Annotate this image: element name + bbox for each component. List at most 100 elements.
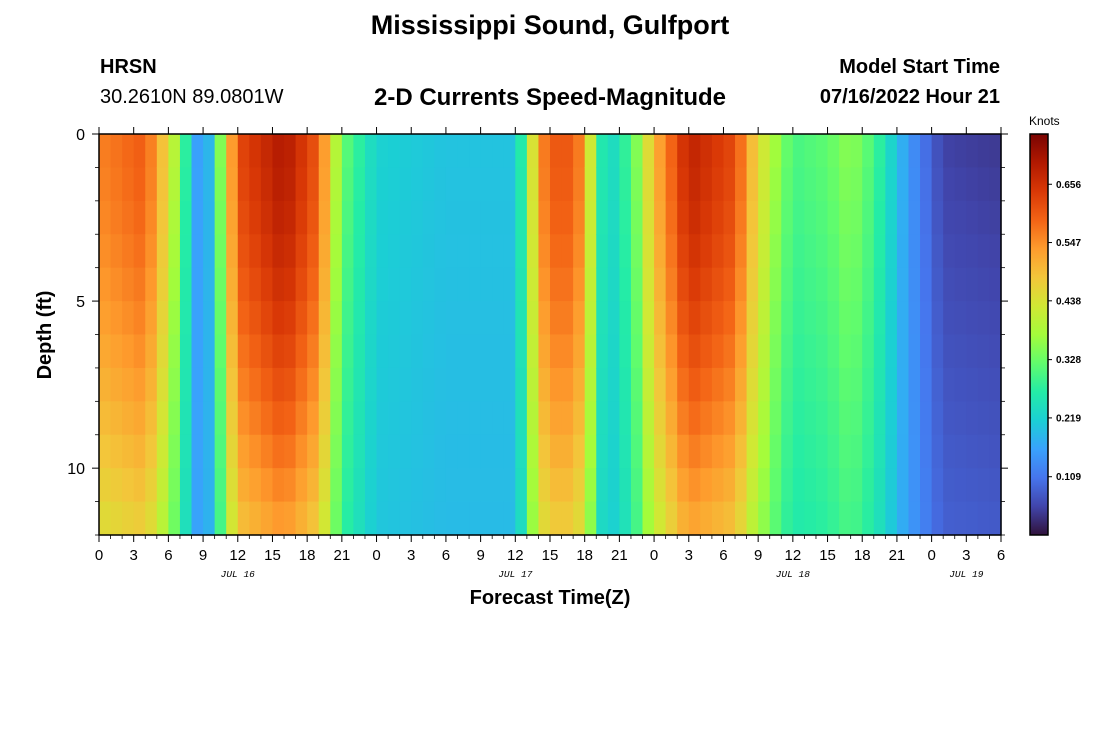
heatmap-cell xyxy=(503,334,516,369)
heatmap-cell xyxy=(122,267,135,302)
heatmap-cell xyxy=(607,334,620,369)
heatmap-cell xyxy=(480,434,493,469)
heatmap-cell xyxy=(954,468,967,503)
heatmap-cell xyxy=(550,334,563,369)
heatmap-cell xyxy=(619,334,632,369)
heatmap-cell xyxy=(550,200,563,235)
heatmap-cell xyxy=(469,468,482,503)
heatmap-cell xyxy=(515,401,528,436)
heatmap-cell xyxy=(353,234,366,269)
heatmap-cell xyxy=(515,267,528,302)
heatmap-cell xyxy=(665,234,678,269)
heatmap-cell xyxy=(284,167,297,202)
heatmap-cell xyxy=(769,334,782,369)
heatmap-cell xyxy=(596,167,609,202)
heatmap-cell xyxy=(943,468,956,503)
heatmap-cell xyxy=(885,234,898,269)
heatmap-cell xyxy=(873,468,886,503)
heatmap-cell xyxy=(260,200,274,235)
heatmap-cell xyxy=(330,434,343,469)
heatmap-cell xyxy=(781,267,794,302)
heatmap-cell xyxy=(896,200,910,235)
heatmap-cell xyxy=(862,167,875,202)
heatmap-cell xyxy=(353,200,366,235)
heatmap-cell xyxy=(122,468,135,503)
heatmap-cell xyxy=(677,501,690,536)
heatmap-cell xyxy=(526,501,540,536)
heatmap-cell xyxy=(480,468,493,503)
heatmap-cell xyxy=(191,234,204,269)
heatmap-cell xyxy=(388,334,401,369)
heatmap-cell xyxy=(480,501,493,536)
heatmap-cell xyxy=(526,401,540,436)
heatmap-cell xyxy=(538,501,551,536)
heatmap-cell xyxy=(457,301,470,336)
heatmap-cell xyxy=(226,367,239,402)
heatmap-cell xyxy=(226,434,239,469)
heatmap-cell xyxy=(341,234,355,269)
heatmap-cell xyxy=(318,401,331,436)
heatmap-cell xyxy=(457,501,470,536)
heatmap-cell xyxy=(503,434,516,469)
heatmap-cell xyxy=(746,267,759,302)
heatmap-cell xyxy=(492,367,505,402)
heatmap-cell xyxy=(885,334,898,369)
heatmap-cell xyxy=(700,234,713,269)
heatmap-cell xyxy=(688,267,701,302)
heatmap-cell xyxy=(607,200,620,235)
date-label: JUL 16 xyxy=(221,569,256,580)
heatmap-cell xyxy=(746,234,759,269)
heatmap-cell xyxy=(445,334,459,369)
heatmap-cell xyxy=(399,267,412,302)
heatmap-cell xyxy=(122,434,135,469)
heatmap-cell xyxy=(908,468,921,503)
heatmap-cell xyxy=(850,301,863,336)
heatmap-cell xyxy=(943,334,956,369)
heatmap-cell xyxy=(677,434,690,469)
heatmap-cell xyxy=(434,134,447,169)
heatmap-cell xyxy=(515,501,528,536)
model-start-label: Model Start Time xyxy=(839,56,1000,78)
x-tick-label: 21 xyxy=(334,547,351,564)
heatmap-cell xyxy=(654,334,667,369)
heatmap-cell xyxy=(179,200,193,235)
colorbar-tick-label: 0.109 xyxy=(1056,472,1081,483)
heatmap-cell xyxy=(596,134,609,169)
heatmap-cell xyxy=(503,267,516,302)
heatmap-cell xyxy=(295,200,308,235)
heatmap-cell xyxy=(700,501,713,536)
heatmap-cell xyxy=(492,301,505,336)
heatmap-cell xyxy=(179,301,193,336)
heatmap-cell xyxy=(457,367,470,402)
heatmap-cell xyxy=(179,134,193,169)
heatmap-cell xyxy=(607,501,620,536)
heatmap-cell xyxy=(550,367,563,402)
heatmap-cell xyxy=(330,234,343,269)
heatmap-cell xyxy=(954,267,967,302)
heatmap-cell xyxy=(122,134,135,169)
heatmap-cell xyxy=(827,301,840,336)
heatmap-cell xyxy=(665,367,678,402)
heatmap-cell xyxy=(989,234,1002,269)
heatmap-cell xyxy=(735,434,748,469)
heatmap-cell xyxy=(538,367,551,402)
heatmap-cell xyxy=(411,334,424,369)
heatmap-cell xyxy=(318,167,331,202)
heatmap-cell xyxy=(480,334,493,369)
heatmap-cell xyxy=(179,434,193,469)
heatmap-cell xyxy=(804,501,817,536)
heatmap-cell xyxy=(214,434,227,469)
heatmap-cell xyxy=(422,434,435,469)
heatmap-cell xyxy=(654,167,667,202)
heatmap-cell xyxy=(989,367,1002,402)
heatmap-cell xyxy=(214,367,227,402)
heatmap-cell xyxy=(573,267,586,302)
heatmap-cell xyxy=(445,468,459,503)
heatmap-cell xyxy=(364,401,378,436)
heatmap-cell xyxy=(550,434,563,469)
heatmap-cell xyxy=(330,134,343,169)
x-tick-label: 18 xyxy=(854,547,871,564)
heatmap-cell xyxy=(827,167,840,202)
heatmap-cell xyxy=(526,200,540,235)
heatmap-cell xyxy=(815,501,829,536)
